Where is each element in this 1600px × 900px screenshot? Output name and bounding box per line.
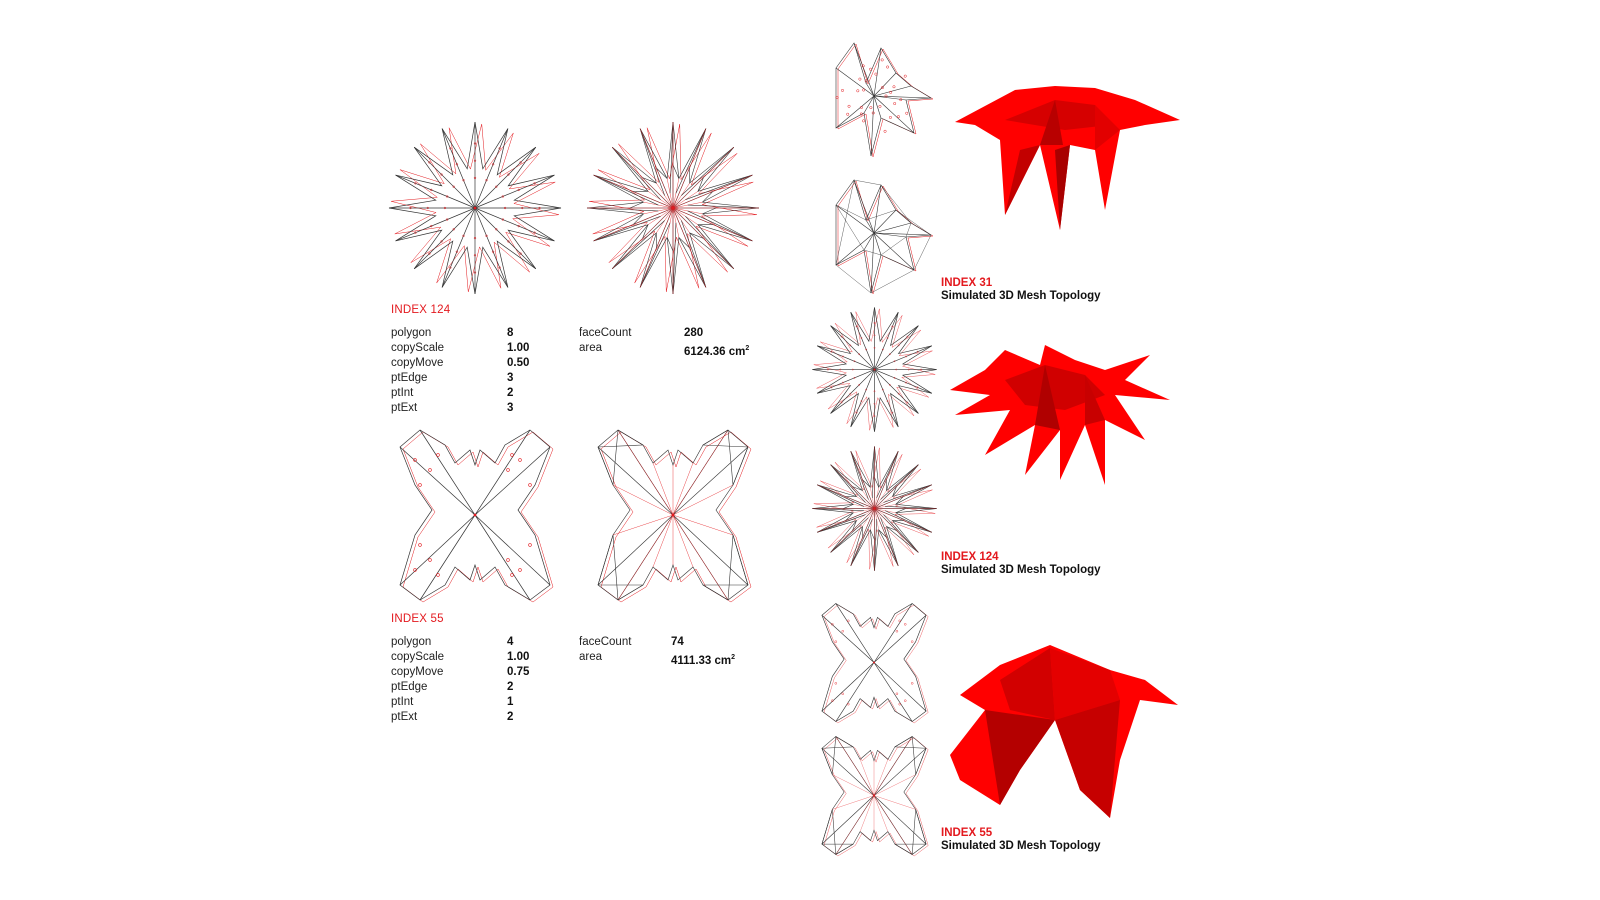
param-name: faceCount [579, 636, 632, 648]
param-name: ptEdge [391, 372, 428, 384]
param-row: ptExt 3 [391, 401, 529, 416]
index-55-subtitle: Simulated 3D Mesh Topology [941, 840, 1101, 852]
index-124-small-triangulated-pattern [812, 446, 937, 571]
index-124-caption: INDEX 124 Simulated 3D Mesh Topology [941, 551, 1101, 576]
param-row: ptEdge 3 [391, 371, 529, 386]
index-124-triangulated-pattern [586, 121, 760, 295]
param-value: 4111.33 cm2 [671, 650, 735, 669]
index-31-label: INDEX 31 [941, 277, 993, 289]
index-124-right-label: INDEX 124 [941, 551, 999, 563]
index-124-flat-pattern [388, 121, 562, 295]
param-value: 280 [684, 327, 704, 339]
param-name: ptInt [391, 387, 414, 399]
param-value: 4 [507, 636, 514, 648]
param-value: 1.00 [507, 651, 530, 663]
param-row: faceCount 280 [579, 326, 749, 341]
param-name: polygon [391, 636, 432, 648]
param-name: copyScale [391, 651, 445, 663]
param-name: ptInt [391, 696, 414, 708]
index-124-params-right: faceCount 280 area 6124.36 cm2 [579, 326, 749, 360]
param-row: polygon 4 [391, 635, 529, 650]
param-row: copyMove 0.75 [391, 665, 529, 680]
param-name: area [579, 342, 603, 354]
index-31-3d-mesh [955, 86, 1180, 230]
param-name: faceCount [579, 327, 632, 339]
param-name: polygon [391, 327, 432, 339]
param-value: 3 [507, 372, 514, 384]
param-name: area [579, 651, 603, 663]
index-55-label: INDEX 55 [391, 613, 444, 625]
index-55-params-right: faceCount 74 area 4111.33 cm2 [579, 635, 735, 669]
index-55-caption: INDEX 55 Simulated 3D Mesh Topology [941, 827, 1101, 852]
index-31-flat-pattern [835, 42, 934, 158]
index-31-caption: INDEX 31 Simulated 3D Mesh Topology [941, 277, 1101, 302]
index-55-params-left: polygon 4 copyScale 1.00 copyMove 0.75 ptEd… [391, 635, 529, 725]
param-name: ptExt [391, 402, 418, 414]
index-124-small-flat-pattern [812, 307, 937, 432]
index-55-small-flat-pattern [821, 603, 929, 724]
area-value: 4111.33 cm [671, 654, 732, 667]
param-value: 0.75 [507, 666, 530, 678]
area-unit-exponent: 2 [745, 345, 750, 352]
param-value: 1.00 [507, 342, 530, 354]
index-124-params-left: polygon 8 copyScale 1.00 copyMove 0.50 ptEd… [391, 326, 529, 416]
param-row: ptExt 2 [391, 710, 529, 725]
index-55-flat-pattern [399, 429, 554, 603]
index-55-triangulated-pattern [597, 429, 752, 603]
param-row: ptEdge 2 [391, 680, 529, 695]
param-row: copyScale 1.00 [391, 650, 529, 665]
param-value: 2 [507, 681, 514, 693]
param-row: copyMove 0.50 [391, 356, 529, 371]
index-55-right-label: INDEX 55 [941, 827, 993, 839]
param-row: ptInt 2 [391, 386, 529, 401]
param-value: 2 [507, 711, 514, 723]
param-name: copyMove [391, 357, 444, 369]
param-value: 8 [507, 327, 514, 339]
param-value: 1 [507, 696, 514, 708]
param-row: area 4111.33 cm2 [579, 650, 735, 669]
param-name: ptEdge [391, 681, 428, 693]
index-124-3d-mesh [950, 345, 1170, 485]
param-name: copyMove [391, 666, 444, 678]
param-value: 3 [507, 402, 514, 414]
area-value: 6124.36 cm [684, 345, 746, 358]
param-name: copyScale [391, 342, 445, 354]
param-row: ptInt 1 [391, 695, 529, 710]
param-row: faceCount 74 [579, 635, 735, 650]
index-55-small-triangulated-pattern [821, 736, 929, 857]
index-124-subtitle: Simulated 3D Mesh Topology [941, 564, 1101, 576]
param-name: ptExt [391, 711, 418, 723]
param-row: polygon 8 [391, 326, 529, 341]
index-31-subtitle: Simulated 3D Mesh Topology [941, 290, 1101, 302]
index-31-triangulated-pattern [835, 179, 934, 295]
param-value: 74 [671, 636, 684, 648]
index-55-3d-mesh [950, 645, 1178, 818]
index-124-label: INDEX 124 [391, 304, 451, 316]
param-value: 0.50 [507, 357, 530, 369]
param-value: 2 [507, 387, 514, 399]
param-row: area 6124.36 cm2 [579, 341, 749, 360]
param-value: 6124.36 cm2 [684, 341, 749, 360]
area-unit-exponent: 2 [731, 654, 736, 661]
param-row: copyScale 1.00 [391, 341, 529, 356]
